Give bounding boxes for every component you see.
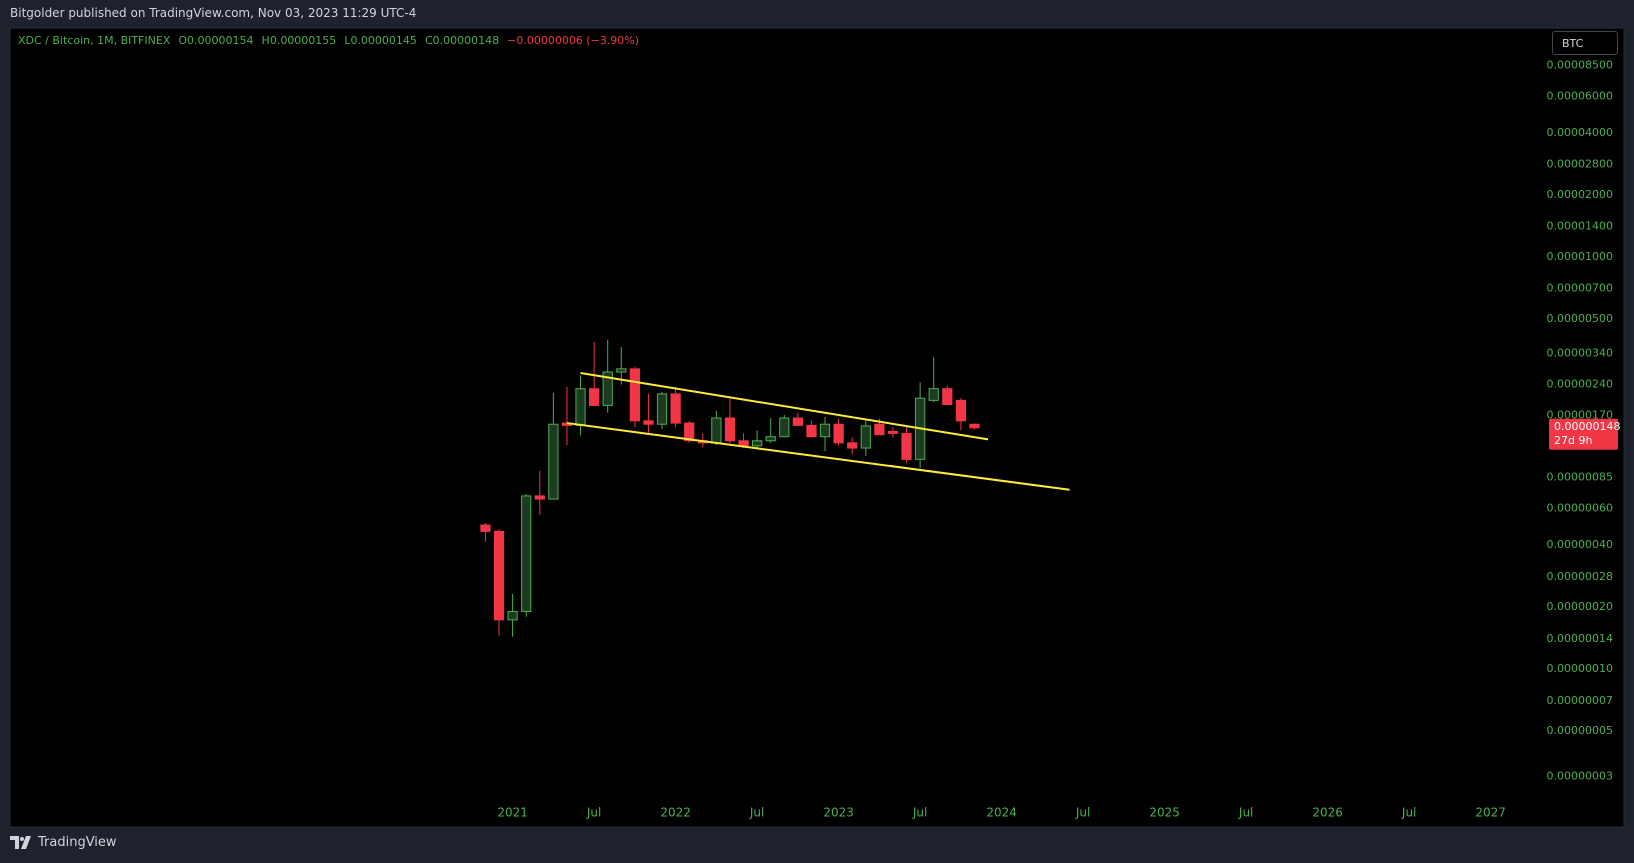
y-tick-label: 0.00000340 (1547, 346, 1613, 359)
ohlc: H0.00000155 (261, 34, 337, 47)
candle-body (588, 388, 600, 406)
symbol: XDC / Bitcoin, 1M, BITFINEX (18, 34, 171, 47)
candle-body (752, 440, 763, 447)
y-tick-label: 0.00000020 (1547, 600, 1613, 613)
y-tick-label: 0.00008500 (1547, 58, 1613, 71)
y-tick-label: 0.00000010 (1547, 662, 1613, 675)
candle-body (480, 524, 491, 532)
candle-body (969, 423, 980, 429)
candle-body (616, 368, 627, 373)
candle-body (860, 425, 871, 449)
x-tick-label: Jul (1238, 806, 1253, 820)
candle-body (711, 417, 722, 444)
candle-body (874, 423, 885, 436)
candle-body (548, 423, 559, 500)
y-tick-label: 0.00000014 (1547, 632, 1613, 645)
candle-body (955, 399, 967, 422)
x-tick-label: 2022 (660, 806, 691, 820)
candle-body (887, 430, 899, 434)
y-tick-label: 0.00000085 (1547, 470, 1613, 483)
candle-body (656, 393, 668, 425)
candle-body (806, 424, 817, 438)
x-tick-label: 2026 (1312, 806, 1343, 820)
ohlc: C0.00000148 (424, 34, 500, 47)
y-tick-label: 0.00000028 (1547, 570, 1613, 583)
price-label: 0.00000148 (1554, 420, 1620, 433)
y-tick-label: 0.00001400 (1547, 220, 1613, 233)
change: −0.00000006 (−3.90%) (507, 34, 640, 47)
candle-body (738, 440, 749, 447)
candle-body (507, 610, 518, 621)
candle-body (928, 388, 939, 401)
y-tick-label: 0.00000240 (1547, 378, 1613, 391)
candle-body (765, 436, 776, 442)
y-tick-label: 0.00000170 (1547, 408, 1613, 421)
candle-body (819, 423, 831, 438)
logo (10, 835, 31, 849)
footer: TradingView (10, 835, 117, 850)
currency-button[interactable]: BTC (1552, 31, 1618, 55)
y-tick-label: 0.00000700 (1547, 282, 1613, 295)
candle-body (724, 417, 736, 442)
countdown: 27d 9h (1554, 434, 1592, 447)
candle-body (493, 530, 505, 621)
price-label-box (1549, 418, 1618, 450)
candle-body (901, 432, 912, 460)
ohlc: O0.00000154 (178, 34, 254, 47)
x-tick-label: Jul (912, 806, 927, 820)
candle-body (833, 423, 844, 444)
candle-body (643, 420, 654, 425)
chart-area (9, 27, 1625, 828)
x-tick-label: 2021 (497, 806, 528, 820)
x-tick-label: 2027 (1475, 806, 1506, 820)
legend: XDC / Bitcoin, 1M, BITFINEX O0.00000154 … (18, 34, 639, 47)
trend-line (566, 422, 1070, 491)
y-tick-label: 0.00002800 (1547, 158, 1613, 171)
candle-body (534, 495, 545, 500)
y-tick-label: 0.00000007 (1547, 694, 1613, 707)
x-tick-label: Jul (586, 806, 601, 820)
x-tick-label: 2023 (823, 806, 854, 820)
y-tick-label: 0.00000003 (1547, 770, 1613, 783)
candle-body (575, 388, 586, 426)
candle-body (670, 393, 681, 424)
y-tick-label: 0.00004000 (1547, 126, 1613, 139)
x-tick-label: 2025 (1149, 806, 1180, 820)
y-tick-label: 0.00000005 (1547, 724, 1613, 737)
candle-body (684, 422, 695, 442)
ohlc: L0.00000145 (344, 34, 417, 47)
publisher: Bitgolder published on TradingView.com, … (10, 6, 417, 20)
candle-body (602, 371, 613, 406)
candle-body (629, 368, 640, 422)
candle-body (521, 495, 532, 612)
y-tick-label: 0.00002000 (1547, 188, 1613, 201)
x-tick-label: Jul (749, 806, 764, 820)
y-tick-label: 0.00000040 (1547, 538, 1613, 551)
candle-body (792, 417, 803, 426)
candle-body (779, 417, 790, 438)
x-tick-label: Jul (1401, 806, 1416, 820)
y-tick-label: 0.00001000 (1547, 250, 1613, 263)
candle-body (847, 442, 858, 449)
x-tick-label: Jul (1075, 806, 1090, 820)
y-tick-label: 0.00000500 (1547, 312, 1613, 325)
y-tick-label: 0.00000060 (1547, 502, 1613, 515)
y-tick-label: 0.00006000 (1547, 89, 1613, 102)
candle-body (942, 388, 953, 405)
brand: TradingView (38, 835, 117, 850)
x-tick-label: 2024 (986, 806, 1017, 820)
trend-line (580, 371, 989, 441)
